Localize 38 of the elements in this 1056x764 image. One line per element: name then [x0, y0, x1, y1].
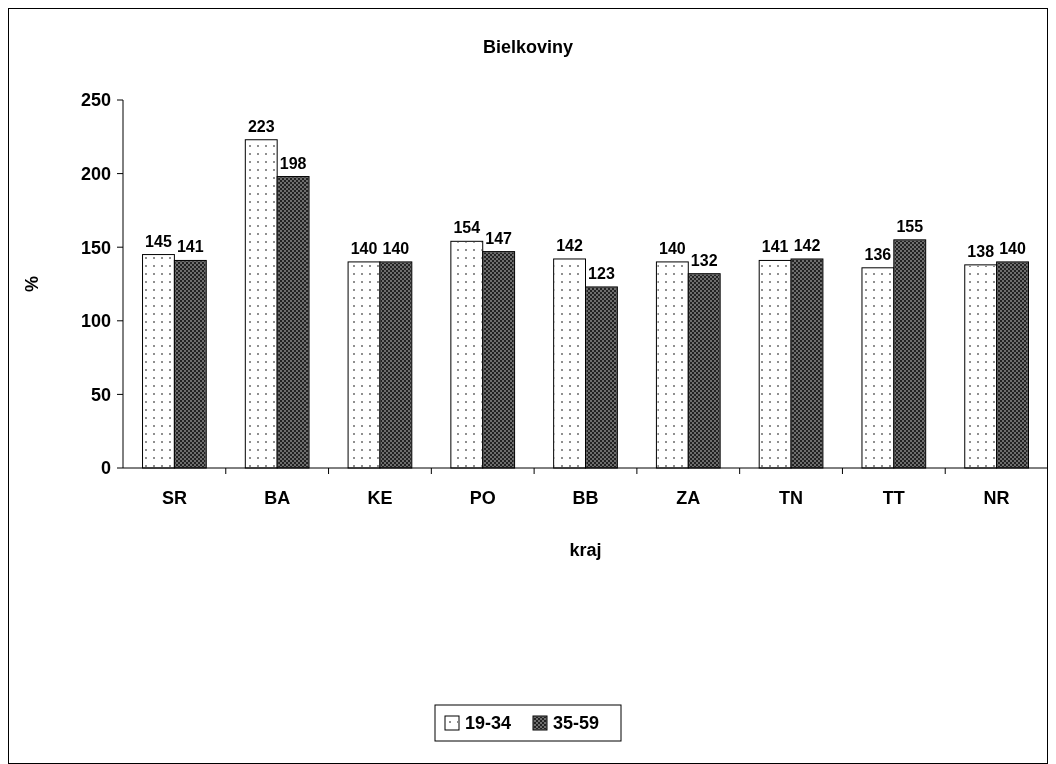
y-tick-label: 0 — [100, 458, 111, 479]
data-label: 147 — [485, 229, 513, 247]
data-label: 132 — [690, 251, 718, 269]
x-tick-label: ZA — [676, 488, 701, 508]
data-label: 141 — [761, 238, 789, 256]
y-tick-label: 250 — [80, 90, 111, 111]
legend-label: 35-59 — [553, 713, 600, 734]
chart-title: Bielkoviny — [482, 37, 574, 57]
y-tick-label: 100 — [80, 311, 111, 332]
data-label: 140 — [382, 239, 410, 257]
y-tick-label: 50 — [90, 384, 111, 405]
data-label: 198 — [279, 154, 307, 172]
data-label: 123 — [588, 264, 615, 282]
x-tick-label: BA — [264, 488, 291, 508]
x-tick-label: BB — [572, 488, 599, 508]
x-tick-label: KE — [367, 488, 393, 508]
x-tick-label: SR — [161, 488, 187, 508]
data-label: 154 — [453, 219, 481, 237]
y-axis-title: % — [22, 275, 42, 293]
data-label: 142 — [793, 236, 821, 254]
x-tick-label: TT — [882, 488, 905, 508]
data-label: 223 — [247, 117, 275, 135]
data-label: 136 — [864, 245, 892, 263]
data-label: 155 — [896, 217, 924, 235]
x-tick-label: PO — [469, 488, 496, 508]
legend-label: 19-34 — [465, 713, 512, 734]
y-tick-label: 150 — [80, 237, 111, 258]
x-tick-label: TN — [779, 488, 804, 508]
data-label: 145 — [145, 232, 172, 250]
x-tick-label: NR — [983, 488, 1010, 508]
data-label: 141 — [176, 238, 204, 256]
x-axis-title: kraj — [569, 540, 602, 560]
data-label: 138 — [967, 242, 995, 260]
data-label: 140 — [350, 239, 378, 257]
y-tick-label: 200 — [80, 163, 111, 184]
data-label: 140 — [999, 239, 1026, 257]
data-label: 140 — [659, 239, 686, 257]
data-label: 142 — [556, 236, 584, 254]
